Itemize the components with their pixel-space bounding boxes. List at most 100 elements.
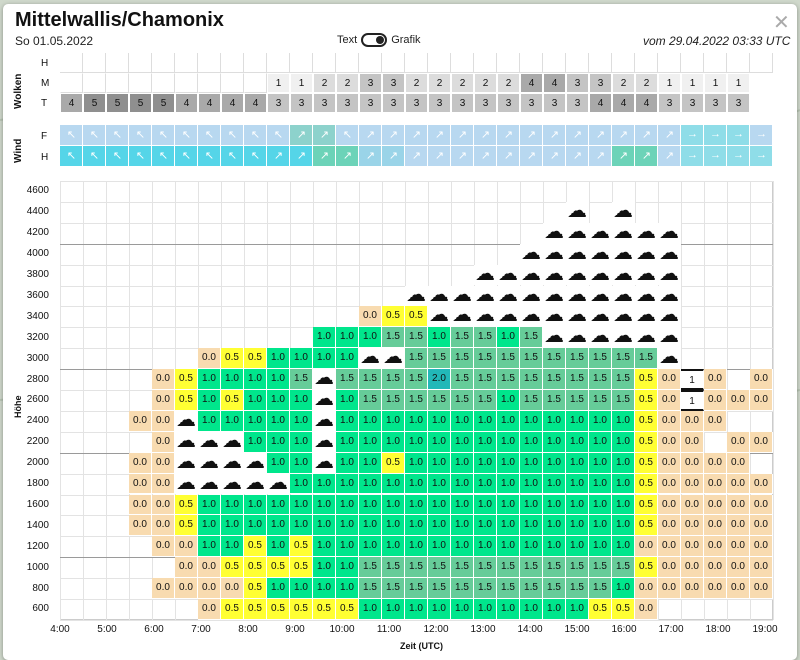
heatmap-cell: 0.5 <box>612 599 635 620</box>
heatmap-cell: 1.5 <box>612 390 635 411</box>
heatmap-cell: 1.0 <box>221 410 244 432</box>
heatmap-cell: 1.0 <box>566 536 589 558</box>
heatmap-cell: 0.5 <box>382 452 405 474</box>
cloud-icon: ☁ <box>589 283 612 307</box>
cloud-icon: ☁ <box>635 325 658 349</box>
heatmap-cell: 1.0 <box>543 536 566 558</box>
heatmap-cell: 1.0 <box>359 431 382 453</box>
cloud-icon: ☁ <box>175 471 198 495</box>
x-tick-label: 7:00 <box>191 623 211 635</box>
heatmap-cell: 1.0 <box>474 494 497 516</box>
toggle-switch-icon[interactable] <box>361 33 388 47</box>
wind-cell: ↗ <box>635 125 658 146</box>
heatmap-cell: 0.0 <box>359 306 382 328</box>
heatmap-cell: 0.0 <box>658 473 681 495</box>
cloud-icon: ☁ <box>612 325 635 349</box>
heatmap-cell: 1.0 <box>359 327 382 349</box>
x-tick-label: 5:00 <box>97 623 117 635</box>
cloud-icon: ☁ <box>658 304 681 328</box>
heatmap-cell: 0.0 <box>750 515 773 537</box>
heatmap-cell: 0.0 <box>681 473 704 495</box>
cloud-cell-t: 4 <box>198 93 221 113</box>
wind-cell: → <box>727 146 750 167</box>
wind-cell: ↗ <box>566 146 589 167</box>
heatmap-cell: 1.0 <box>566 473 589 495</box>
cloud-cell-h <box>83 53 106 73</box>
heatmap-cell: 0.0 <box>152 431 175 453</box>
wind-arrow-icon: ↖ <box>112 150 123 162</box>
cloud-cell-m <box>244 73 267 93</box>
heatmap-cell: 0.5 <box>313 599 336 620</box>
heatmap-cell: 1.0 <box>612 578 635 599</box>
y-tick-label: 1200 <box>26 540 49 552</box>
wind-arrow-icon: → <box>687 128 698 140</box>
cloud-icon: ☁ <box>175 450 198 474</box>
heatmap-cell: 1.5 <box>566 390 589 411</box>
heatmap-cell: 0.5 <box>244 536 267 558</box>
cloud-cell-t: 3 <box>267 93 290 113</box>
heatmap-cell: 1.0 <box>313 557 336 579</box>
heatmap-cell: 1.0 <box>336 536 359 558</box>
heatmap-cell: 0.0 <box>727 473 750 495</box>
x-tick-label: 16:00 <box>611 623 637 635</box>
heatmap-cell: 0.0 <box>681 452 704 474</box>
close-icon[interactable]: ✕ <box>773 12 790 34</box>
wind-arrow-icon: ↖ <box>273 129 284 141</box>
heatmap-cell: 1.5 <box>589 557 612 579</box>
cloud-icon: ☁ <box>497 283 520 307</box>
cloud-icon: ☁ <box>221 450 244 474</box>
heatmap-cell: 1.0 <box>589 452 612 474</box>
wind-cell: ↖ <box>60 125 83 146</box>
heatmap-cell: 1.0 <box>451 536 474 558</box>
heatmap-cell: 1.0 <box>290 473 313 495</box>
heatmap-cell: 1.5 <box>589 390 612 411</box>
x-tick-label: 14:00 <box>517 623 543 635</box>
wind-arrow-icon: ↖ <box>135 150 146 162</box>
y-axis-label: Höhe <box>13 395 23 419</box>
heatmap-cell: 1.0 <box>290 410 313 432</box>
cloud-icon: ☁ <box>428 304 451 328</box>
heatmap-cell: 1.5 <box>359 369 382 390</box>
wind-cell: → <box>681 125 704 146</box>
y-tick-label: 2400 <box>26 415 49 427</box>
view-toggle[interactable]: Text Grafik <box>337 33 421 47</box>
cloud-cell-h <box>336 53 359 73</box>
wind-cell: ↖ <box>152 125 175 146</box>
heatmap-cell: 0.0 <box>727 390 750 411</box>
heatmap-cell: 1.0 <box>612 494 635 516</box>
heatmap-cell: 0.5 <box>635 431 658 453</box>
heatmap-cell: 2.0 <box>428 369 451 390</box>
heatmap-cell: 0.0 <box>704 557 727 579</box>
heatmap-cell: 0.5 <box>635 515 658 537</box>
heatmap-cell: 1.0 <box>589 515 612 537</box>
wind-arrow-icon: ↗ <box>526 129 537 141</box>
cloud-icon: ☁ <box>566 283 589 307</box>
clouds-row-label: H <box>41 58 49 69</box>
heatmap-cell: 1.0 <box>451 410 474 432</box>
wind-cell: ↗ <box>612 146 635 167</box>
heatmap-cell: 1.5 <box>474 348 497 370</box>
grid-line-h <box>60 222 773 224</box>
wind-cell: ↖ <box>175 146 198 167</box>
heatmap-cell: 1.0 <box>244 515 267 537</box>
wind-arrow-icon: ↖ <box>204 129 215 141</box>
cloud-cell-m <box>60 73 83 93</box>
grid-line-v <box>773 181 774 620</box>
cloud-cell-t: 3 <box>704 93 727 113</box>
heatmap-cell: 0.0 <box>152 390 175 411</box>
heatmap-cell: 1.0 <box>497 473 520 495</box>
cloud-cell-h <box>566 53 589 73</box>
cloud-icon: ☁ <box>520 283 543 307</box>
heatmap-cell: 1.0 <box>612 515 635 537</box>
wind-cell: ↗ <box>313 125 336 146</box>
cloud-cell-h <box>658 53 681 73</box>
heatmap-cell: 1.0 <box>267 515 290 537</box>
heatmap-cell: 1.5 <box>543 578 566 599</box>
cloud-cell-h <box>704 53 727 73</box>
heatmap-cell: 0.0 <box>175 557 198 579</box>
wind-arrow-icon: ↗ <box>503 129 514 141</box>
wind-arrow-icon: → <box>756 128 767 140</box>
cloud-icon: ☁ <box>612 220 635 244</box>
wind-cell: ↗ <box>405 146 428 167</box>
heatmap-cell: 0.5 <box>290 536 313 558</box>
